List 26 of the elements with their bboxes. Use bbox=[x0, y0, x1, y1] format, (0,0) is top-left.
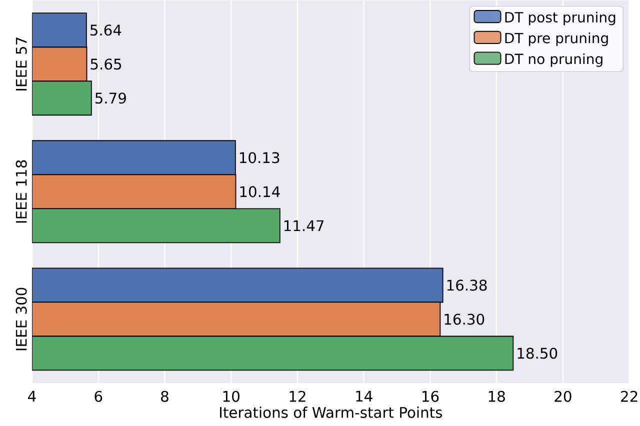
x-tick-label: 8 bbox=[161, 390, 168, 402]
data-label: 16.38 bbox=[447, 280, 487, 291]
data-label: 5.64 bbox=[90, 24, 122, 36]
x-tick-label: 14 bbox=[356, 390, 372, 402]
x-tick-label: 12 bbox=[290, 390, 306, 402]
x-tick-label: 16 bbox=[422, 390, 439, 402]
legend-label: DT no pruning bbox=[505, 53, 602, 67]
x-tick-label: 4 bbox=[28, 390, 36, 402]
y-tick-label: IEEE 118 bbox=[16, 160, 27, 223]
data-label: 5.65 bbox=[90, 58, 122, 70]
data-label: 16.30 bbox=[444, 314, 484, 325]
x-tick-label: 20 bbox=[554, 390, 572, 402]
x-tick-label: 22 bbox=[621, 390, 638, 402]
data-label: 5.79 bbox=[95, 92, 126, 104]
data-label: 18.50 bbox=[518, 348, 558, 359]
x-tick-label: 6 bbox=[94, 390, 102, 402]
data-label: 11.47 bbox=[284, 220, 324, 232]
data-label: 10.14 bbox=[240, 186, 280, 198]
legend-label: DT pre pruning bbox=[505, 32, 608, 46]
y-tick-label: IEEE 57 bbox=[16, 38, 27, 90]
x-tick-label: 10 bbox=[223, 390, 240, 402]
x-axis-title: Iterations of Warm-start Points bbox=[220, 406, 442, 418]
legend-label: DT post pruning bbox=[505, 12, 616, 26]
data-label: 10.13 bbox=[240, 152, 280, 164]
x-tick-label: 18 bbox=[488, 390, 505, 402]
y-tick-label: IEEE 300 bbox=[16, 288, 27, 350]
